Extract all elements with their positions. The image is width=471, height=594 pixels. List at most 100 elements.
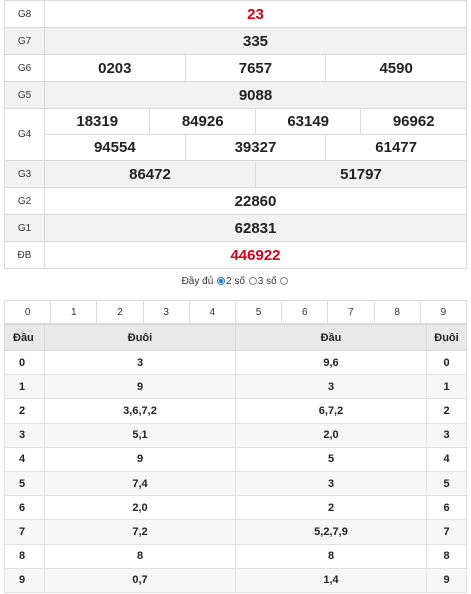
row-digit: 4 [4,446,45,472]
radio-full[interactable] [280,277,289,285]
prize-row-g5: G5 9088 [4,81,467,109]
radio-three-digits[interactable] [248,277,257,285]
prize-row-g4: G4 18319 84926 63149 96962 [4,108,467,161]
loto-head-tail-table: Đầu Đuôi Đầu Đuôi 0 3 9,6 0 1 9 3 1 2 3,6,7,2 6,7,… [4,324,467,593]
prize-label: G4 [4,108,45,161]
prize-row-g2: G2 22860 [4,187,467,215]
row-digit: 6 [4,495,45,521]
head-digits: 6,7,2 [235,398,427,424]
row-digit: 3 [4,422,45,448]
prize-number: 63149 [254,108,362,135]
mode-full-label: Đầy đủ [181,276,214,287]
tail-digits: 9 [44,374,236,400]
tail-digits: 0,7 [44,567,236,593]
table-row: 2 3,6,7,2 6,7,2 2 [4,398,467,424]
prize-row-g6: G6 0203 7657 4590 [4,54,467,82]
prize-row-g4-second: 94554 39327 61477 [5,134,467,161]
digit-filter-4[interactable]: 4 [188,300,236,324]
prize-number: 18319 [43,108,151,135]
tail-digits: 3 [44,349,236,376]
mode-two-label[interactable]: 2 số [226,276,245,287]
tail-digits: 7,4 [44,470,236,497]
column-header-head-right: Đầu [235,324,427,351]
prize-number: 335 [44,27,467,55]
prize-row-g7: G7 335 [4,27,467,55]
prize-number: 0203 [44,54,186,82]
table-row: 3 5,1 2,0 3 [4,422,467,448]
prize-label: G2 [4,187,45,215]
table-row: 6 2,0 2 6 [4,495,467,521]
prize-number: 23 [44,0,467,28]
digit-filter-9[interactable]: 9 [419,300,468,324]
row-digit: 7 [4,519,45,545]
row-digit-right: 5 [426,470,467,497]
prize-number: 86472 [44,160,256,188]
prize-number: 22860 [44,187,467,215]
prize-label: G5 [4,81,45,109]
prize-label: G7 [4,27,45,55]
prize-label: G1 [4,214,45,242]
prize-row-g8: G8 23 [4,0,467,28]
prize-number: 94554 [44,134,186,161]
row-digit-right: 9 [426,567,467,593]
row-digit-right: 4 [426,446,467,472]
row-digit: 5 [4,470,45,497]
tail-digits: 2,0 [44,495,236,521]
special-prize-number: 446922 [44,241,467,269]
head-digits: 8 [235,543,427,569]
head-digits: 5,2,7,9 [235,519,427,545]
prize-label: G3 [4,160,45,188]
column-header-tail-left: Đuôi [44,324,236,351]
digit-filter-2[interactable]: 2 [96,300,144,324]
tail-digits: 9 [44,446,236,472]
digit-filter-6[interactable]: 6 [281,300,329,324]
row-digit-right: 8 [426,543,467,569]
tail-digits: 3,6,7,2 [44,398,236,424]
prize-number: 9088 [44,81,467,109]
prize-number: 62831 [44,214,467,242]
digit-filter-3[interactable]: 3 [142,300,190,324]
head-digits: 9,6 [235,349,427,376]
prize-label: G8 [4,0,45,28]
head-digits: 5 [235,446,427,472]
row-digit-right: 6 [426,495,467,521]
row-digit: 2 [4,398,45,424]
prize-row-special: ĐB 446922 [4,241,467,269]
row-digit: 1 [4,374,45,400]
digit-filter-5[interactable]: 5 [234,300,283,324]
table-row: 5 7,4 3 5 [4,470,467,497]
prize-number: 39327 [184,134,327,161]
row-digit: 0 [4,349,45,376]
row-digit: 9 [4,567,45,593]
digit-filter-1[interactable]: 1 [50,300,98,324]
digit-filter-0[interactable]: 0 [3,300,52,324]
prize-label: G6 [4,54,45,82]
tail-digits: 5,1 [44,422,236,448]
prize-number: 84926 [149,108,256,135]
prize-label: ĐB [4,241,45,269]
prize-number: 61477 [325,134,467,161]
digit-filter-8[interactable]: 8 [373,300,421,324]
prize-row-g3: G3 86472 51797 [4,160,468,188]
digit-filter-7[interactable]: 7 [327,300,375,324]
digit-filter-row: 0 1 2 3 4 5 6 7 8 9 [3,300,468,324]
results-table: G8 23 G7 335 G6 0203 7657 4590 G5 9088 G… [4,0,468,269]
prize-number: 7657 [184,54,327,82]
head-digits: 2,0 [235,422,427,448]
row-digit-right: 2 [426,398,467,424]
table-row: 9 0,7 1,4 9 [4,567,467,593]
prize-number: 51797 [254,160,468,188]
row-digit-right: 1 [426,374,467,400]
display-mode-options: Đầy đủ 2 số 3 số [0,276,471,287]
table-row: 0 3 9,6 0 [4,349,467,376]
radio-two-digits[interactable] [217,277,226,285]
head-digits: 1,4 [235,567,427,593]
mode-three-label[interactable]: 3 số [257,276,277,287]
column-header-tail-right: Đuôi [426,324,467,351]
column-header-head-left: Đầu [4,324,45,351]
row-digit: 8 [4,543,45,569]
row-digit-right: 3 [426,422,467,448]
